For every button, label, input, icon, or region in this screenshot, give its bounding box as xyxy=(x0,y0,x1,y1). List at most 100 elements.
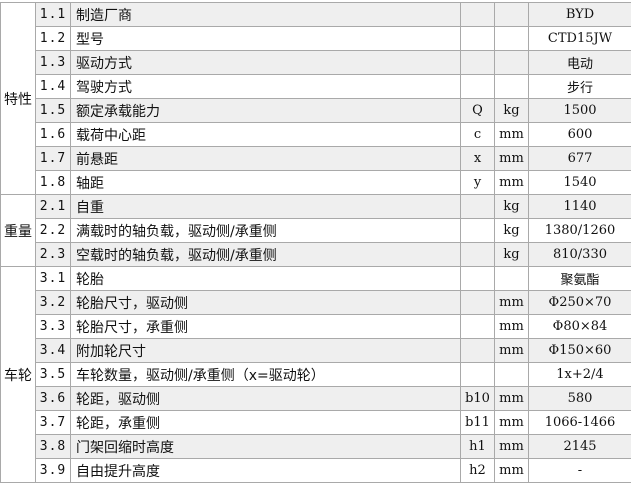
row-symbol: h2 xyxy=(460,458,495,483)
row-symbol: b10 xyxy=(460,386,495,411)
row-value: 600 xyxy=(528,122,631,147)
row-unit xyxy=(494,2,529,27)
row-value: - xyxy=(528,458,631,483)
row-value: 1066-1466 xyxy=(528,410,631,435)
row-description: 前悬距 xyxy=(70,146,461,171)
row-symbol xyxy=(460,290,495,315)
row-description: 轮胎尺寸，驱动侧 xyxy=(70,290,461,315)
table-row: 3.9 自由提升高度 h2 mm - xyxy=(1,458,631,483)
row-symbol xyxy=(460,362,495,387)
row-unit: kg xyxy=(494,98,529,123)
group-label: 车轮 xyxy=(0,266,36,483)
row-symbol xyxy=(460,338,495,363)
row-number: 3.9 xyxy=(35,458,71,483)
row-symbol xyxy=(460,26,495,51)
row-number: 1.6 xyxy=(35,122,71,147)
row-value: 1140 xyxy=(528,194,631,219)
table-row: 2.3 空载时的轴负载，驱动侧/承重侧 kg 810/330 xyxy=(1,242,631,267)
row-symbol: c xyxy=(460,122,495,147)
row-unit: mm xyxy=(494,122,529,147)
row-value: 步行 xyxy=(528,74,631,99)
row-value: 电动 xyxy=(528,50,631,75)
row-symbol xyxy=(460,242,495,267)
table-row: 3.8 门架回缩时高度 h1 mm 2145 xyxy=(1,434,631,459)
row-number: 1.3 xyxy=(35,50,71,75)
row-description: 附加轮尺寸 xyxy=(70,338,461,363)
row-unit: kg xyxy=(494,242,529,267)
row-description: 制造厂商 xyxy=(70,2,461,27)
table-row: 车轮 3.1 轮胎 聚氨酯 xyxy=(0,266,631,483)
row-value: 1x+2/4 xyxy=(528,362,631,387)
row-description: 空载时的轴负载，驱动侧/承重侧 xyxy=(70,242,461,267)
row-description: 轮距，承重侧 xyxy=(70,410,461,435)
row-unit: mm xyxy=(494,146,529,171)
row-value: 580 xyxy=(528,386,631,411)
row-description: 门架回缩时高度 xyxy=(70,434,461,459)
row-value: CTD15JW xyxy=(528,26,631,51)
row-symbol xyxy=(460,50,495,75)
row-description: 自由提升高度 xyxy=(70,458,461,483)
row-unit xyxy=(494,26,529,51)
group-label: 特性 xyxy=(0,2,36,195)
group-label: 重量 xyxy=(0,194,36,267)
row-number: 2.3 xyxy=(35,242,71,267)
row-description: 轮胎 xyxy=(70,266,461,291)
row-unit: mm xyxy=(494,434,529,459)
row-value: Φ250×70 xyxy=(528,290,631,315)
row-value: 1500 xyxy=(528,98,631,123)
row-description: 车轮数量，驱动侧/承重侧（x=驱动轮） xyxy=(70,362,461,387)
row-description: 满载时的轴负载，驱动侧/承重侧 xyxy=(70,218,461,243)
row-value: Φ150×60 xyxy=(528,338,631,363)
row-value: 聚氨酯 xyxy=(528,266,631,291)
row-value: 810/330 xyxy=(528,242,631,267)
table-row: 3.5 车轮数量，驱动侧/承重侧（x=驱动轮） 1x+2/4 xyxy=(1,362,631,387)
row-symbol: x xyxy=(460,146,495,171)
row-symbol xyxy=(460,218,495,243)
row-description: 轴距 xyxy=(70,170,461,195)
row-number: 3.7 xyxy=(35,410,71,435)
row-number: 1.5 xyxy=(35,98,71,123)
row-number: 2.2 xyxy=(35,218,71,243)
row-number: 1.4 xyxy=(35,74,71,99)
row-unit: kg xyxy=(494,218,529,243)
row-value: 677 xyxy=(528,146,631,171)
table-row: 3.3 轮胎尺寸，承重侧 mm Φ80×84 xyxy=(1,314,631,339)
table-row: 1.4 驾驶方式 步行 xyxy=(1,74,631,99)
row-description: 轮胎尺寸，承重侧 xyxy=(70,314,461,339)
row-symbol: y xyxy=(460,170,495,195)
row-number: 1.8 xyxy=(35,170,71,195)
row-description: 轮距，驱动侧 xyxy=(70,386,461,411)
row-symbol xyxy=(460,194,495,219)
row-unit: mm xyxy=(494,458,529,483)
row-unit xyxy=(494,362,529,387)
row-unit xyxy=(494,50,529,75)
table-row: 1.7 前悬距 x mm 677 xyxy=(1,146,631,171)
row-unit: mm xyxy=(494,314,529,339)
row-number: 3.6 xyxy=(35,386,71,411)
row-symbol: h1 xyxy=(460,434,495,459)
table-row: 3.7 轮距，承重侧 b11 mm 1066-1466 xyxy=(1,410,631,435)
row-value: 1380/1260 xyxy=(528,218,631,243)
row-number: 3.4 xyxy=(35,338,71,363)
row-number: 1.1 xyxy=(35,2,71,27)
row-unit xyxy=(494,74,529,99)
row-value: 1540 xyxy=(528,170,631,195)
row-symbol xyxy=(460,266,495,291)
row-number: 3.2 xyxy=(35,290,71,315)
row-unit: mm xyxy=(494,290,529,315)
row-symbol xyxy=(460,314,495,339)
row-description: 自重 xyxy=(70,194,461,219)
row-unit: mm xyxy=(494,170,529,195)
row-description: 驱动方式 xyxy=(70,50,461,75)
row-value: Φ80×84 xyxy=(528,314,631,339)
table-row: 3.2 轮胎尺寸，驱动侧 mm Φ250×70 xyxy=(1,290,631,315)
table-row: 3.6 轮距，驱动侧 b10 mm 580 xyxy=(1,386,631,411)
row-number: 2.1 xyxy=(35,194,71,219)
row-number: 3.1 xyxy=(35,266,71,291)
row-symbol: Q xyxy=(460,98,495,123)
row-unit: mm xyxy=(494,338,529,363)
table-row: 1.6 载荷中心距 c mm 600 xyxy=(1,122,631,147)
row-symbol xyxy=(460,74,495,99)
